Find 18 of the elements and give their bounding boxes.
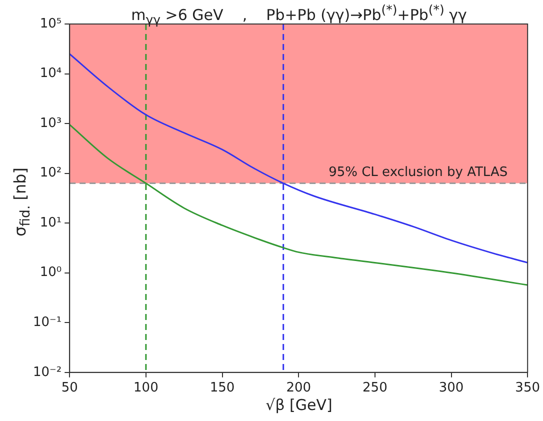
x-tick-label: 100 (134, 380, 158, 396)
x-tick-label: 250 (362, 380, 388, 396)
y-tick-label: 10⁻¹ (32, 315, 62, 330)
y-tick-label: 10⁰ (40, 265, 62, 280)
y-tick-label: 10⁵ (40, 16, 62, 32)
y-tick-label: 10³ (40, 116, 62, 131)
x-tick-label: 300 (438, 380, 464, 396)
x-tick-label: 150 (210, 380, 235, 396)
x-tick-label: 200 (286, 380, 312, 396)
y-tick-label: 10⁴ (40, 66, 62, 82)
y-tick-label: 10¹ (40, 215, 62, 230)
y-tick-label: 10⁻² (32, 364, 62, 380)
x-axis-title: √β [GeV] (264, 396, 334, 414)
x-tick-label: 350 (515, 380, 540, 396)
y-tick-label: 10² (40, 166, 62, 181)
x-tick-label: 50 (61, 380, 78, 396)
chart-title: m$_{γγ}$ >6 GeV , Pb+Pb (γγ)→Pb$^{(*)}$+Pb$^{(*)}$ γγ (130, 2, 468, 27)
band-label: 95% CL exclusion by ATLAS (328, 165, 508, 180)
